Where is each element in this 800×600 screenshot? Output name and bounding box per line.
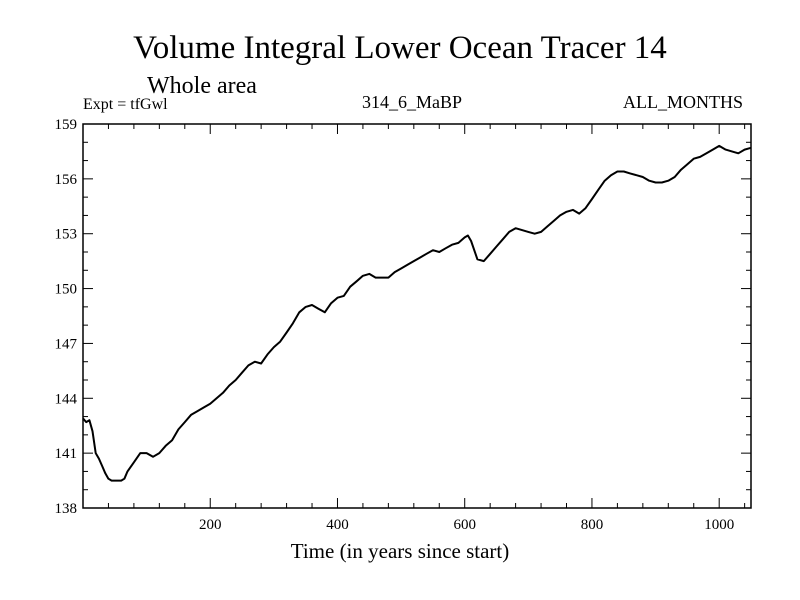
y-tick-label: 159 bbox=[55, 117, 78, 133]
x-tick-label: 600 bbox=[453, 517, 476, 533]
y-tick-label: 147 bbox=[55, 336, 78, 352]
plot-frame bbox=[82, 123, 752, 509]
x-tick-label: 400 bbox=[326, 517, 349, 533]
y-tick-label: 138 bbox=[55, 501, 78, 517]
x-tick-label: 200 bbox=[199, 517, 222, 533]
y-tick-label: 150 bbox=[55, 282, 78, 298]
y-tick-label: 141 bbox=[55, 446, 78, 462]
x-axis-label: Time (in years since start) bbox=[290, 539, 510, 563]
months-label: ALL_MONTHS bbox=[623, 92, 743, 112]
y-tick-label: 156 bbox=[55, 172, 78, 188]
y-tick-label: 153 bbox=[55, 227, 78, 243]
axis-tick-labels: 200 400 600 800 1000 138 141 144 147 150 153 156 159 bbox=[55, 117, 735, 533]
x-tick-label: 800 bbox=[581, 517, 604, 533]
experiment-label: Expt = tfGwl bbox=[83, 96, 168, 113]
period-label: 314_6_MaBP bbox=[362, 92, 463, 112]
axis-ticks bbox=[83, 124, 751, 508]
x-tick-label: 1000 bbox=[704, 517, 734, 533]
series-line bbox=[82, 144, 752, 482]
chart-subtitle: Whole area bbox=[147, 73, 257, 99]
y-tick-label: 144 bbox=[55, 391, 78, 407]
chart-title: Volume Integral Lower Ocean Tracer 14 bbox=[133, 30, 667, 66]
